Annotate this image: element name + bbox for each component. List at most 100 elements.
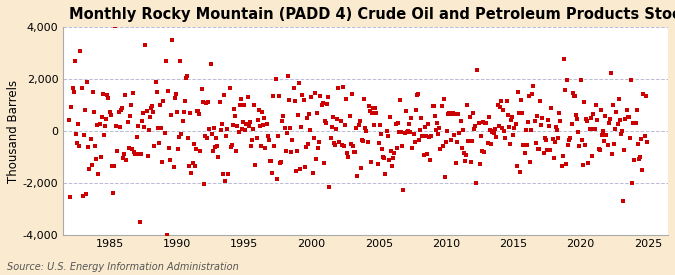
Point <box>210 145 221 149</box>
Point <box>226 142 237 147</box>
Point <box>446 112 457 116</box>
Point <box>372 161 383 166</box>
Point <box>593 147 604 151</box>
Point <box>281 131 292 136</box>
Point <box>141 108 152 113</box>
Point <box>263 133 273 138</box>
Point <box>417 133 428 138</box>
Point <box>121 158 132 163</box>
Point <box>380 172 391 176</box>
Point <box>529 119 540 124</box>
Point <box>363 104 374 108</box>
Point <box>460 159 470 163</box>
Point <box>302 142 313 146</box>
Point <box>334 139 345 144</box>
Point <box>448 111 458 116</box>
Point <box>485 128 495 133</box>
Point <box>211 136 221 140</box>
Point <box>294 80 304 85</box>
Point <box>148 110 159 115</box>
Point <box>382 134 393 138</box>
Point <box>475 133 486 138</box>
Point <box>577 163 588 167</box>
Point <box>533 147 543 151</box>
Point <box>195 148 206 153</box>
Point <box>495 104 506 109</box>
Point <box>439 175 450 179</box>
Point <box>314 140 325 144</box>
Point <box>611 109 622 114</box>
Point <box>402 128 413 133</box>
Point <box>163 146 174 150</box>
Point <box>266 159 277 163</box>
Point <box>624 115 634 119</box>
Point <box>563 143 574 147</box>
Point <box>620 117 631 121</box>
Point <box>369 122 379 127</box>
Point <box>280 148 291 153</box>
Point <box>119 152 130 156</box>
Point <box>321 120 331 125</box>
Point <box>536 123 547 127</box>
Point <box>153 126 163 130</box>
Point <box>554 110 565 115</box>
Point <box>239 103 250 107</box>
Point <box>602 143 613 147</box>
Point <box>622 114 633 119</box>
Point <box>83 145 94 149</box>
Point <box>248 126 259 131</box>
Point <box>156 126 167 130</box>
Point <box>412 92 423 96</box>
Point <box>304 111 315 116</box>
Point <box>583 161 594 165</box>
Point <box>163 89 173 94</box>
Point <box>217 122 227 126</box>
Point <box>316 103 327 107</box>
Point <box>522 120 533 125</box>
Point <box>495 99 506 103</box>
Point <box>589 127 599 131</box>
Point <box>214 100 225 104</box>
Point <box>99 133 109 137</box>
Point <box>414 138 425 142</box>
Point <box>338 84 348 89</box>
Point <box>610 127 621 131</box>
Point <box>489 131 500 136</box>
Point <box>217 171 228 176</box>
Point <box>634 154 645 159</box>
Point <box>545 147 556 152</box>
Point <box>553 136 564 140</box>
Point <box>213 155 224 159</box>
Point <box>433 132 443 136</box>
Point <box>392 120 403 125</box>
Point <box>388 155 399 160</box>
Point <box>205 62 216 66</box>
Point <box>574 144 585 148</box>
Point <box>637 167 648 172</box>
Point <box>188 141 199 146</box>
Point <box>302 116 313 120</box>
Point <box>113 110 124 114</box>
Point <box>431 128 441 132</box>
Point <box>277 119 288 123</box>
Point <box>402 130 412 134</box>
Point <box>379 156 389 160</box>
Point <box>227 123 238 127</box>
Point <box>171 110 182 114</box>
Point <box>499 129 510 133</box>
Point <box>488 128 499 133</box>
Point <box>572 117 583 122</box>
Point <box>560 88 570 93</box>
Point <box>160 59 171 63</box>
Point <box>524 160 535 164</box>
Point <box>275 161 286 165</box>
Point <box>528 84 539 88</box>
Point <box>566 122 577 126</box>
Point <box>490 127 501 131</box>
Point <box>452 140 462 144</box>
Point <box>539 135 550 140</box>
Point <box>288 86 299 90</box>
Point <box>306 95 317 100</box>
Point <box>385 149 396 153</box>
Point <box>518 143 529 148</box>
